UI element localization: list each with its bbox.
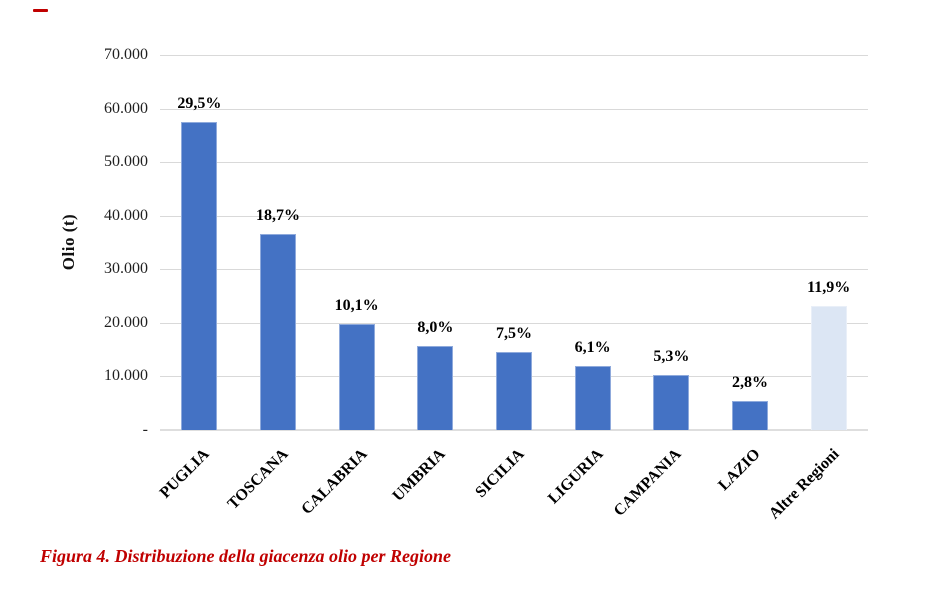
oil-distribution-bar-chart: Olio (t) 70.000 60.000 50.000 40.000 30.000 2… xyxy=(59,46,868,522)
bar-value-label: 18,7% xyxy=(256,207,300,225)
gridline xyxy=(160,55,868,56)
y-tick-label: 20.000 xyxy=(104,313,148,331)
bar-value-label: 11,9% xyxy=(807,278,851,296)
bar-sicilia xyxy=(496,351,532,430)
bar-lazio xyxy=(732,400,768,430)
bar-value-label: 5,3% xyxy=(653,347,690,365)
y-tick-label: 10.000 xyxy=(104,367,148,385)
bar-value-label: 8,0% xyxy=(417,319,454,337)
bar-toscana xyxy=(260,234,296,430)
bar-value-label: 29,5% xyxy=(177,94,222,112)
bar-value-label: 6,1% xyxy=(574,339,611,357)
bar-altre-regioni xyxy=(810,305,847,430)
y-tick-label: 30.000 xyxy=(104,260,148,278)
gridline xyxy=(160,215,868,217)
bar-umbria xyxy=(417,346,454,430)
bar-value-label: 2,8% xyxy=(732,373,768,391)
y-tick-label: 70.000 xyxy=(104,46,148,63)
bar-liguria xyxy=(574,366,611,430)
gridline xyxy=(160,162,868,164)
bar-calabria xyxy=(338,324,375,430)
bar-puglia xyxy=(181,121,218,430)
bar-campania xyxy=(653,374,690,430)
y-tick-label: 40.000 xyxy=(104,206,148,224)
gridline xyxy=(160,108,868,110)
bar-value-label: 7,5% xyxy=(496,324,532,342)
y-tick-label: - xyxy=(142,421,148,438)
figure-caption: Figura 4. Distribuzione della giacenza o… xyxy=(40,546,452,566)
bar-value-label: 10,1% xyxy=(334,297,379,315)
stray-red-dash xyxy=(33,9,48,12)
y-tick-label: 60.000 xyxy=(104,99,148,117)
gridline xyxy=(160,269,868,271)
x-axis-line xyxy=(160,429,868,431)
y-tick-label: 50.000 xyxy=(104,153,148,171)
gridline xyxy=(160,322,868,324)
